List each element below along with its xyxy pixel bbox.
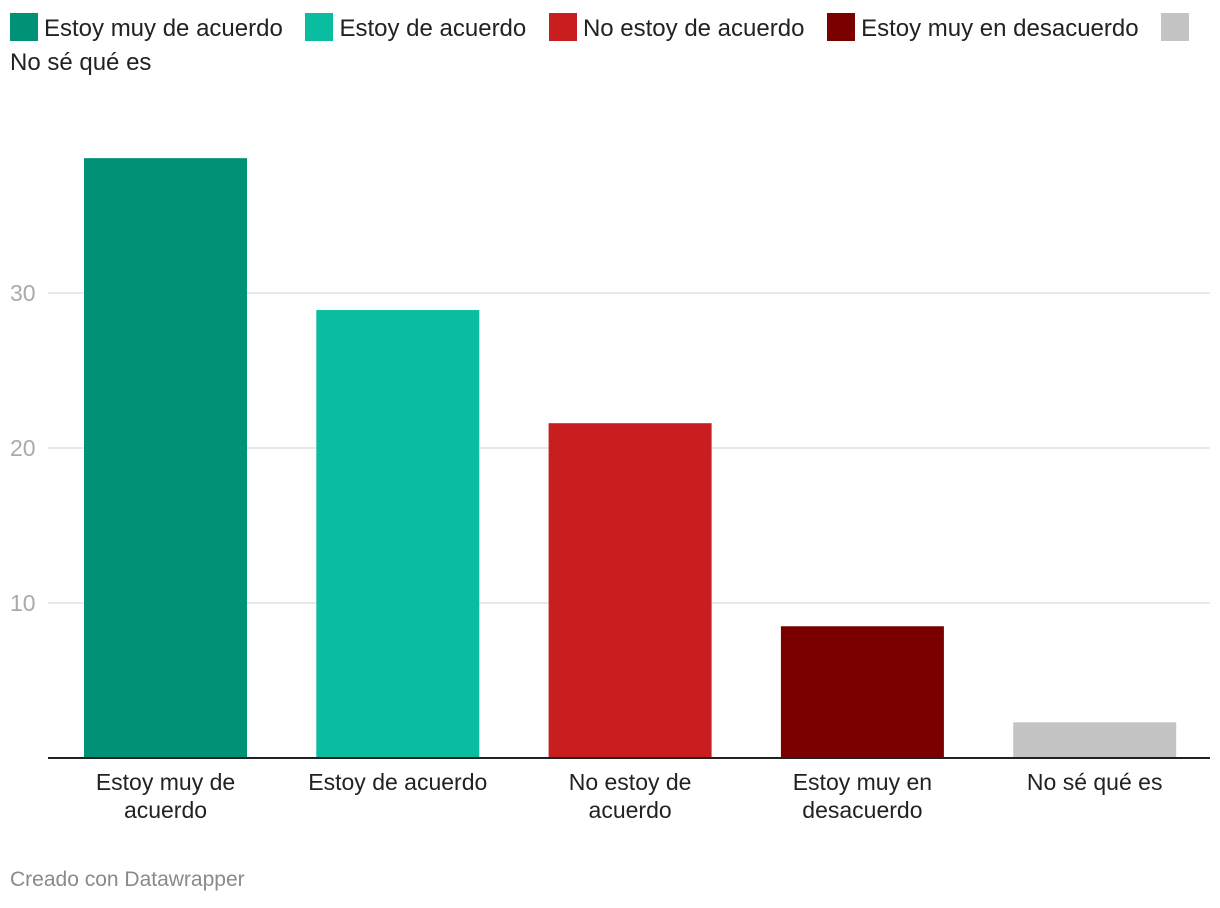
x-tick-label-line: Estoy muy de [96,769,235,795]
bar [1013,722,1177,758]
legend-item: No estoy de acuerdo [548,13,805,42]
legend-swatch [827,13,856,41]
bar [84,158,247,758]
legend-item: Estoy muy de acuerdo [10,13,283,42]
legend-label: No estoy de acuerdo [582,15,805,42]
x-tick-label-line: No sé qué es [1027,769,1163,795]
legend-label: Estoy muy de acuerdo [44,15,283,42]
legend-label: Estoy muy en desacuerdo [861,15,1139,42]
x-tick-label-line: Estoy muy en [793,769,932,795]
legend-label: Estoy de acuerdo [339,15,527,42]
legend-item: Estoy muy en desacuerdo [827,13,1139,42]
legend-swatch [548,13,577,41]
bar [316,310,480,758]
x-tick-label: Estoy muy en desacuerdo [793,769,932,823]
x-tick-label-line: Estoy de acuerdo [308,769,487,795]
y-tick-label: 30 [10,280,36,306]
legend-swatch [305,13,334,41]
legend-item: No sé qué es [10,13,1195,76]
legend-swatch [1161,13,1190,41]
x-tick-label-line: desacuerdo [802,797,922,823]
y-tick-label: 10 [10,590,36,616]
legend-item: Estoy de acuerdo [305,13,527,42]
y-tick-label: 20 [10,435,36,461]
x-tick-label-line: acuerdo [589,797,672,823]
footer-credit: Creado con Datawrapper [10,868,245,891]
x-tick-label-line: acuerdo [124,797,207,823]
legend-label: No sé qué es [10,49,152,76]
bar [780,626,944,758]
bar [548,423,712,758]
x-tick-label: Estoy muy de acuerdo [96,769,235,823]
legend-swatch [10,13,38,41]
x-tick-label: No sé qué es [1027,769,1163,795]
x-tick-label: No estoy de acuerdo [569,769,692,823]
chart-legend: Estoy muy de acuerdo Estoy de acuerdo No… [10,12,1210,80]
x-tick-label-line: No estoy de [569,769,692,795]
x-tick-label: Estoy de acuerdo [308,769,487,795]
